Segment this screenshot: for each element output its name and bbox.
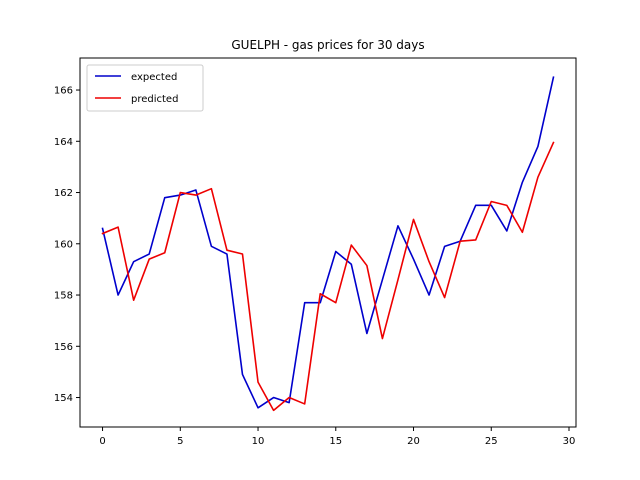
y-tick-label: 158 — [54, 291, 73, 302]
series-line-predicted — [101, 141, 555, 412]
chart-title: GUELPH - gas prices for 30 days — [231, 38, 424, 52]
x-tick-label: 15 — [329, 436, 342, 447]
legend-label-expected: expected — [131, 72, 177, 83]
y-tick-label: 166 — [54, 86, 73, 97]
y-tick-label: 164 — [54, 137, 73, 148]
x-tick-label: 20 — [407, 436, 420, 447]
x-tick-label: 0 — [99, 436, 105, 447]
y-tick-label: 156 — [54, 342, 73, 353]
y-tick-label: 154 — [54, 393, 73, 404]
plot-area-frame — [79, 57, 577, 428]
y-tick-label: 160 — [54, 239, 73, 250]
x-tick-label: 10 — [252, 436, 265, 447]
y-tick-label: 162 — [54, 188, 73, 199]
series-line-expected — [101, 76, 555, 409]
y-axis: 154 156 158 160 162 164 166 — [54, 86, 80, 404]
x-tick-label: 5 — [177, 436, 183, 447]
x-axis: 0 5 10 15 20 25 30 — [99, 427, 575, 447]
series-layer — [101, 76, 555, 412]
legend-label-predicted: predicted — [131, 94, 178, 105]
x-tick-label: 25 — [485, 436, 498, 447]
legend: expected predicted — [86, 64, 204, 112]
x-tick-label: 30 — [563, 436, 576, 447]
